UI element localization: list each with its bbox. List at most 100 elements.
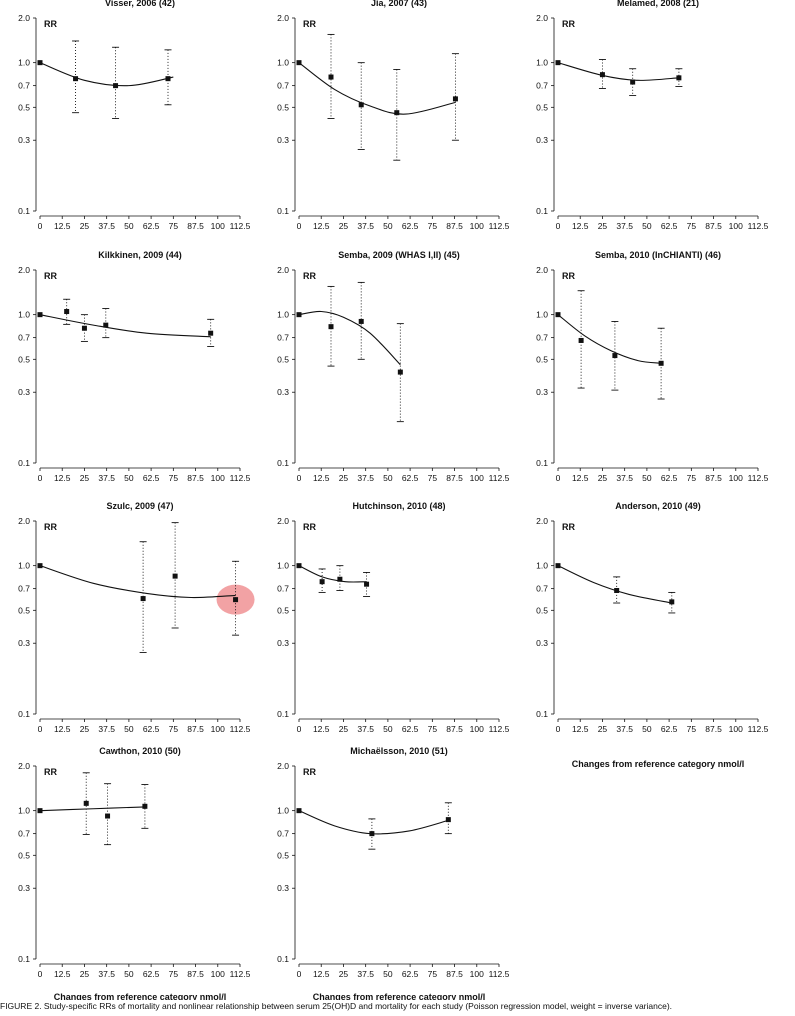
x-tick-label: 62.5 (661, 473, 678, 483)
y-tick-label: 0.5 (277, 354, 289, 364)
y-tick-label: 0.5 (536, 354, 548, 364)
rr-label: RR (44, 271, 57, 281)
y-tick-label: 0.3 (536, 135, 548, 145)
fit-curve (39, 314, 211, 338)
x-tick-label: 62.5 (402, 221, 419, 231)
x-tick-label: 62.5 (402, 969, 419, 979)
data-point (165, 76, 171, 82)
panel-10: Cawthon, 2010 (50) RR 0.1 0.3 0.5 0.7 1.0 2.0 0 1… (18, 746, 250, 979)
data-point (658, 360, 664, 366)
x-tick-label: 0 (38, 969, 43, 979)
y-tick-label: 2.0 (536, 265, 548, 275)
y-tick-label: 0.1 (536, 206, 548, 216)
data-point (233, 597, 239, 603)
y-tick-label: 0.5 (536, 102, 548, 112)
panel-3: Melamed, 2008 (21) RR 0.1 0.3 0.5 0.7 1.0 2.0 0 1… (536, 0, 768, 231)
y-tick-label: 0.1 (18, 709, 30, 719)
panel-5: Semba, 2009 (WHAS I,II) (45) RR 0.1 0.3 0.5 0… (277, 250, 509, 483)
rr-label: RR (303, 271, 316, 281)
y-tick-label: 2.0 (18, 265, 30, 275)
x-tick-label: 37.5 (98, 969, 115, 979)
x-tick-label: 112.5 (230, 473, 251, 483)
x-tick-label: 12.5 (313, 473, 330, 483)
x-tick-label: 75 (169, 724, 179, 734)
y-tick-label: 0.5 (277, 102, 289, 112)
y-tick-label: 1.0 (277, 58, 289, 68)
x-tick-label: 100 (729, 724, 743, 734)
y-tick-label: 1.0 (277, 561, 289, 571)
y-tick-label: 0.5 (18, 850, 30, 860)
data-point (452, 96, 458, 102)
y-tick-label: 0.3 (277, 387, 289, 397)
fit-curve (39, 565, 236, 599)
x-tick-label: 50 (124, 221, 134, 231)
y-tick-label: 0.3 (536, 638, 548, 648)
data-point (669, 599, 675, 605)
x-tick-label: 100 (470, 724, 484, 734)
y-tick-label: 1.0 (536, 310, 548, 320)
data-point (328, 74, 334, 80)
x-tick-label: 100 (211, 221, 225, 231)
x-tick-label: 12.5 (572, 724, 589, 734)
data-point (73, 76, 79, 82)
rr-label: RR (44, 522, 57, 532)
x-tick-label: 75 (169, 969, 179, 979)
x-tick-label: 12.5 (54, 473, 71, 483)
x-tick-label: 87.5 (187, 724, 204, 734)
x-tick-label: 112.5 (230, 969, 251, 979)
data-point (105, 813, 111, 819)
data-point (113, 83, 119, 89)
data-point (103, 322, 109, 328)
y-tick-label: 0.7 (536, 584, 548, 594)
x-tick-label: 0 (556, 724, 561, 734)
x-tick-label: 62.5 (661, 724, 678, 734)
panel-9: Anderson, 2010 (49) RR 0.1 0.3 0.5 0.7 1.0 2.0 0… (536, 501, 768, 734)
rr-label: RR (44, 767, 57, 777)
y-tick-label: 0.1 (277, 709, 289, 719)
x-tick-label: 50 (642, 473, 652, 483)
x-tick-label: 87.5 (446, 221, 463, 231)
x-tick-label: 50 (383, 724, 393, 734)
y-tick-label: 0.7 (277, 584, 289, 594)
y-tick-label: 0.7 (536, 333, 548, 343)
x-tick-label: 112.5 (489, 221, 510, 231)
y-tick-label: 2.0 (277, 265, 289, 275)
x-tick-label: 12.5 (313, 221, 330, 231)
x-tick-label: 62.5 (143, 969, 160, 979)
data-point (208, 330, 214, 336)
y-tick-label: 0.3 (277, 135, 289, 145)
y-tick-label: 0.7 (18, 829, 30, 839)
x-tick-label: 37.5 (616, 473, 633, 483)
y-tick-label: 0.3 (277, 883, 289, 893)
x-tick-label: 87.5 (187, 221, 204, 231)
y-tick-label: 2.0 (18, 516, 30, 526)
x-tick-label: 87.5 (446, 969, 463, 979)
x-tick-label: 12.5 (313, 724, 330, 734)
panel-title: Szulc, 2009 (47) (106, 501, 173, 511)
panel-6: Semba, 2010 (InCHIANTI) (46) RR 0.1 0.3 0.5 0… (536, 250, 768, 483)
x-tick-label: 12.5 (54, 221, 71, 231)
x-tick-label: 25 (80, 221, 90, 231)
panel-11: Michaëlsson, 2010 (51) RR 0.1 0.3 0.5 0.7 1.0 2… (277, 746, 509, 979)
x-tick-label: 12.5 (313, 969, 330, 979)
x-tick-label: 25 (598, 221, 608, 231)
x-tick-label: 0 (38, 221, 43, 231)
y-tick-label: 0.1 (277, 954, 289, 964)
x-tick-label: 50 (642, 724, 652, 734)
y-tick-label: 0.7 (277, 829, 289, 839)
data-point (172, 573, 178, 579)
y-tick-label: 0.1 (277, 458, 289, 468)
fit-curve (298, 310, 401, 366)
x-tick-label: 0 (297, 969, 302, 979)
x-tick-label: 12.5 (54, 969, 71, 979)
data-point (37, 312, 43, 318)
y-tick-label: 1.0 (18, 806, 30, 816)
y-tick-label: 0.3 (18, 135, 30, 145)
y-tick-label: 0.5 (277, 605, 289, 615)
y-tick-label: 0.3 (18, 883, 30, 893)
y-tick-label: 1.0 (18, 561, 30, 571)
panel-title: Visser, 2006 (42) (105, 0, 175, 8)
y-tick-label: 1.0 (536, 561, 548, 571)
x-tick-label: 62.5 (661, 221, 678, 231)
y-tick-label: 0.7 (18, 81, 30, 91)
